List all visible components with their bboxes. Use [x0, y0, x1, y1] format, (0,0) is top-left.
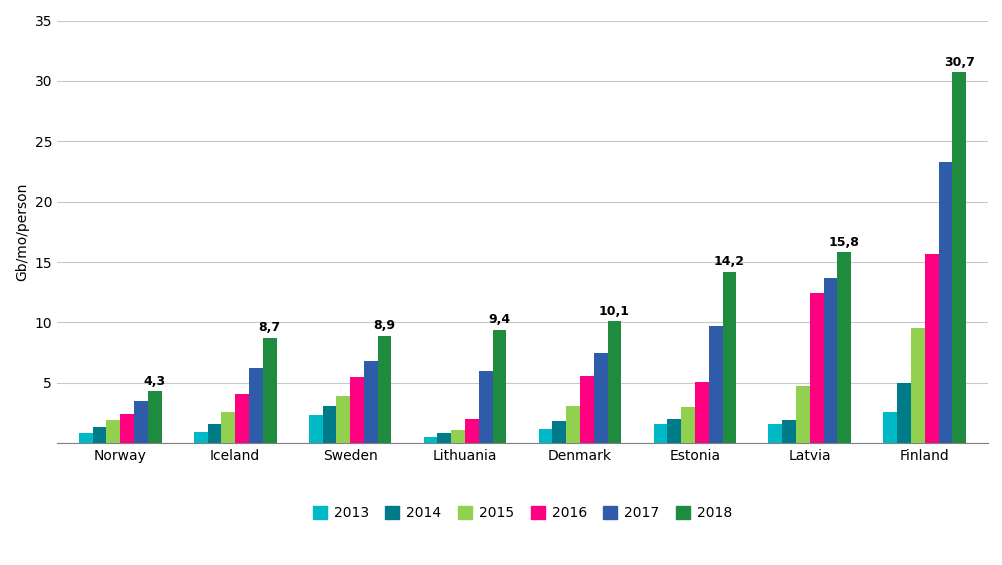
Bar [106, 420, 120, 443]
Bar [579, 376, 593, 443]
Bar [234, 394, 248, 443]
Bar [263, 338, 277, 443]
Bar [364, 361, 378, 443]
Bar [809, 293, 823, 443]
Bar [309, 415, 323, 443]
Text: 10,1: 10,1 [598, 305, 629, 318]
Bar [666, 419, 680, 443]
Bar [566, 406, 579, 443]
Bar [465, 419, 478, 443]
Bar [897, 383, 910, 443]
Bar [796, 386, 809, 443]
Bar [134, 401, 147, 443]
Text: 30,7: 30,7 [943, 56, 974, 69]
Bar [708, 326, 721, 443]
Bar [492, 329, 506, 443]
Bar [207, 424, 221, 443]
Text: 15,8: 15,8 [828, 236, 859, 249]
Bar [79, 433, 92, 443]
Bar [552, 421, 566, 443]
Bar [680, 407, 694, 443]
Bar [694, 381, 708, 443]
Bar [120, 414, 134, 443]
Bar [607, 321, 621, 443]
Text: 14,2: 14,2 [713, 255, 744, 268]
Bar [378, 336, 391, 443]
Text: 9,4: 9,4 [488, 313, 510, 326]
Bar [147, 391, 161, 443]
Bar [221, 412, 234, 443]
Bar [451, 430, 465, 443]
Bar [323, 406, 336, 443]
Bar [823, 278, 837, 443]
Y-axis label: Gb/mo/person: Gb/mo/person [15, 182, 29, 281]
Bar [653, 424, 666, 443]
Bar [336, 396, 350, 443]
Bar [92, 428, 106, 443]
Bar [768, 424, 782, 443]
Bar [248, 368, 263, 443]
Bar [478, 371, 492, 443]
Bar [910, 328, 924, 443]
Bar [721, 272, 735, 443]
Bar [924, 254, 938, 443]
Legend: 2013, 2014, 2015, 2016, 2017, 2018: 2013, 2014, 2015, 2016, 2017, 2018 [307, 501, 737, 526]
Text: 8,7: 8,7 [259, 321, 281, 334]
Bar [193, 432, 207, 443]
Bar [423, 437, 437, 443]
Bar [437, 433, 451, 443]
Text: 8,9: 8,9 [373, 319, 395, 332]
Bar [538, 429, 552, 443]
Bar [837, 253, 851, 443]
Bar [938, 162, 952, 443]
Bar [883, 412, 897, 443]
Bar [593, 353, 607, 443]
Text: 4,3: 4,3 [143, 375, 165, 388]
Bar [350, 377, 364, 443]
Bar [782, 420, 796, 443]
Bar [952, 72, 965, 443]
